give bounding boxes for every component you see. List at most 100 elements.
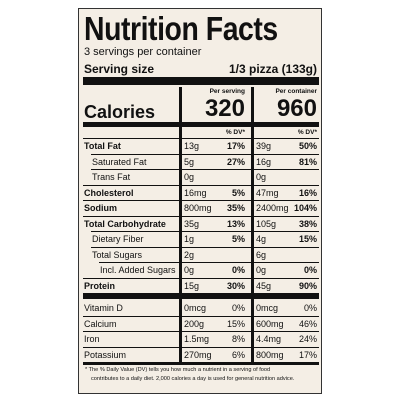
amount: 35g xyxy=(184,218,200,229)
amount: 800mg xyxy=(184,203,212,213)
rule xyxy=(83,346,319,348)
daily-value: 0% xyxy=(303,265,317,275)
amount: 16mg xyxy=(184,187,207,198)
dv-header: % DV* xyxy=(225,129,245,136)
daily-value: 104% xyxy=(293,203,317,213)
amount: 45g xyxy=(256,280,272,291)
nutrient-name: Saturated Fat xyxy=(92,156,147,167)
amount: 0mcg xyxy=(256,303,279,313)
amount: 2400mg xyxy=(256,203,289,213)
daily-value: 24% xyxy=(298,334,317,344)
daily-value: 38% xyxy=(298,218,317,229)
dv-header: % DV* xyxy=(297,129,317,136)
amount: 47mg xyxy=(256,187,279,198)
amount: 0g xyxy=(184,172,195,182)
amount: 4.4mg xyxy=(256,334,282,344)
daily-value: 50% xyxy=(298,141,317,151)
daily-value: 35% xyxy=(226,203,245,213)
daily-value: 27% xyxy=(226,156,245,167)
amount: 6g xyxy=(256,249,267,260)
daily-value: 5% xyxy=(231,234,245,244)
nutrient-name: Incl. Added Sugars xyxy=(100,265,176,275)
nutrient-name: Vitamin D xyxy=(84,303,123,313)
serving-size-label: Serving size xyxy=(84,62,155,76)
nutrient-name: Protein xyxy=(84,280,116,291)
daily-value: 16% xyxy=(298,187,317,198)
daily-value: 0% xyxy=(303,303,317,313)
nutrient-name: Dietary Fiber xyxy=(92,234,144,244)
daily-value: 0% xyxy=(231,303,245,313)
footnote: contributes to a daily diet. 2,000 calor… xyxy=(91,376,295,382)
daily-value: 5% xyxy=(231,187,245,198)
amount: 13g xyxy=(184,141,200,151)
column-header: Per container xyxy=(275,88,317,95)
column-divider xyxy=(251,87,254,363)
amount: 0g xyxy=(256,172,267,182)
nutrient-name: Potassium xyxy=(84,349,127,360)
medium-bar xyxy=(83,122,319,127)
serving-size-value: 1/3 pizza (133g) xyxy=(228,62,317,76)
amount: 105g xyxy=(256,218,277,229)
rule xyxy=(83,215,319,217)
thick-bar xyxy=(83,293,319,299)
calories-value: 320 xyxy=(204,95,245,122)
calories-value: 960 xyxy=(276,95,317,122)
column-divider xyxy=(179,87,182,363)
amount: 200g xyxy=(184,318,205,329)
rule xyxy=(83,184,319,186)
rule xyxy=(83,277,319,279)
nutrient-name: Trans Fat xyxy=(92,172,131,182)
nutrient-name: Sodium xyxy=(84,203,117,213)
daily-value: 15% xyxy=(298,234,317,244)
rule xyxy=(91,153,319,155)
amount: 39g xyxy=(256,141,272,151)
thick-bar xyxy=(83,77,319,85)
nutrient-name: Total Sugars xyxy=(92,249,143,260)
amount: 5g xyxy=(184,156,195,167)
amount: 800mg xyxy=(256,349,284,360)
daily-value: 0% xyxy=(231,265,245,275)
daily-value: 17% xyxy=(298,349,317,360)
daily-value: 8% xyxy=(231,334,245,344)
rule xyxy=(91,231,319,232)
daily-value: 81% xyxy=(298,156,317,167)
rule xyxy=(91,169,319,170)
medium-bar xyxy=(83,362,319,365)
daily-value: 46% xyxy=(298,318,317,329)
amount: 2g xyxy=(184,249,195,260)
nutrient-name: Total Fat xyxy=(84,141,121,151)
rule xyxy=(83,138,319,139)
amount: 4g xyxy=(256,234,267,244)
amount: 0g xyxy=(184,265,195,275)
rule xyxy=(83,331,319,332)
nutrient-name: Total Carbohydrate xyxy=(84,218,166,229)
nutrient-name: Calcium xyxy=(84,318,117,329)
footnote: * The % Daily Value (DV) tells you how m… xyxy=(85,367,271,373)
nutrient-name: Cholesterol xyxy=(84,187,134,198)
amount: 15g xyxy=(184,280,200,291)
rule xyxy=(83,200,319,201)
nutrient-name: Iron xyxy=(84,334,100,344)
nutrition-label: Nutrition Facts 3 servings per container S… xyxy=(78,8,322,394)
servings: 3 servings per container xyxy=(84,46,202,58)
title: Nutrition Facts xyxy=(84,10,278,47)
rule xyxy=(83,315,319,317)
daily-value: 6% xyxy=(231,349,245,360)
column-header: Per serving xyxy=(209,88,245,95)
amount: 1g xyxy=(184,234,195,244)
daily-value: 30% xyxy=(226,280,245,291)
rule xyxy=(91,246,319,248)
daily-value: 90% xyxy=(298,280,317,291)
amount: 1.5mg xyxy=(184,334,210,344)
daily-value: 13% xyxy=(226,218,245,229)
calories-label: Calories xyxy=(84,102,156,122)
amount: 16g xyxy=(256,156,272,167)
daily-value: 17% xyxy=(226,141,245,151)
rule xyxy=(99,262,319,263)
amount: 600mg xyxy=(256,318,284,329)
amount: 0g xyxy=(256,265,267,275)
daily-value: 15% xyxy=(226,318,245,329)
amount: 0mcg xyxy=(184,303,207,313)
amount: 270mg xyxy=(184,349,212,360)
